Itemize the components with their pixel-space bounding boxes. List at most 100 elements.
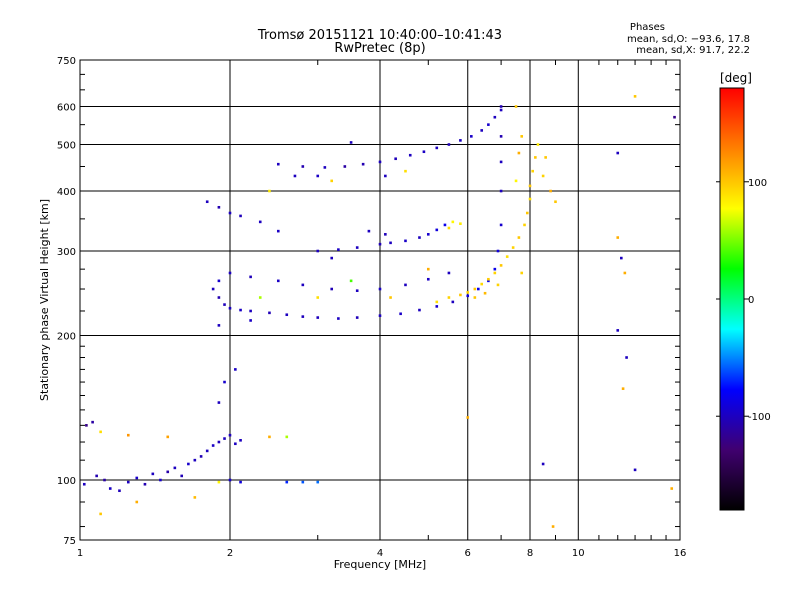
data-point	[520, 135, 524, 138]
y-tick-label: 300	[57, 247, 76, 258]
data-point	[616, 329, 620, 332]
y-axis-label: Stationary phase Virtual Height [km]	[38, 199, 51, 401]
data-point	[404, 283, 407, 287]
y-tick-label: 100	[57, 476, 76, 487]
data-point	[487, 123, 490, 126]
colorbar-label: [deg]	[720, 71, 752, 85]
data-point	[544, 156, 547, 159]
data-point	[483, 291, 487, 295]
data-point	[404, 169, 407, 173]
data-point	[151, 472, 155, 476]
data-point	[505, 255, 509, 258]
data-point	[426, 277, 430, 281]
data-point	[551, 525, 555, 528]
data-point	[451, 220, 455, 224]
data-point	[470, 135, 473, 138]
data-point	[541, 174, 545, 178]
data-point	[541, 462, 545, 466]
x-tick-label: 6	[465, 548, 471, 559]
data-point	[285, 313, 289, 317]
y-tick-label: 600	[57, 103, 76, 114]
colorbar-tick-label: -100	[748, 412, 771, 423]
data-point	[316, 174, 320, 178]
data-point	[330, 287, 334, 291]
data-point	[349, 141, 353, 144]
data-point	[199, 455, 203, 458]
x-tick-label: 16	[674, 548, 687, 559]
data-point	[480, 129, 484, 132]
data-point	[361, 162, 365, 166]
data-point	[159, 478, 162, 482]
data-point	[625, 356, 628, 359]
data-point	[301, 480, 305, 484]
data-point	[355, 246, 359, 249]
data-point	[108, 487, 112, 490]
data-point	[103, 478, 106, 482]
y-tick-label: 750	[57, 56, 76, 67]
data-point	[435, 300, 439, 304]
phase-stats-o: mean, sd,O: −93.6, 17.8	[627, 34, 750, 45]
data-point	[205, 449, 209, 453]
data-point	[499, 160, 503, 164]
data-point	[487, 277, 490, 281]
data-point	[187, 462, 190, 466]
data-point	[623, 271, 627, 275]
data-point	[517, 151, 521, 155]
data-point	[239, 438, 242, 442]
data-point	[616, 236, 620, 239]
data-point	[173, 466, 177, 470]
data-point	[620, 256, 623, 260]
data-point	[293, 174, 297, 178]
data-point	[276, 279, 280, 283]
x-tick-label: 4	[377, 548, 383, 559]
data-point	[118, 489, 121, 493]
data-point	[316, 296, 320, 299]
data-point	[447, 143, 451, 146]
colorbar-tick-label: 100	[748, 178, 767, 189]
data-point	[217, 401, 221, 404]
data-point	[228, 271, 232, 275]
data-point	[493, 271, 497, 275]
data-point	[499, 223, 503, 227]
data-point	[493, 267, 497, 271]
data-point	[268, 311, 271, 315]
colorbar-tick-label: 0	[748, 295, 754, 306]
data-point	[355, 289, 359, 292]
data-point	[389, 241, 392, 245]
data-point	[91, 420, 94, 424]
data-point	[249, 309, 252, 313]
data-point	[633, 95, 637, 98]
data-point	[384, 233, 387, 236]
data-point	[316, 249, 320, 253]
data-point	[367, 229, 371, 233]
data-point	[268, 435, 271, 439]
data-point	[143, 482, 147, 486]
data-point	[514, 179, 518, 183]
x-tick-label: 10	[572, 548, 585, 559]
data-point	[126, 480, 130, 484]
data-point	[258, 220, 262, 224]
data-point	[466, 416, 470, 419]
data-point	[234, 368, 237, 371]
data-point	[466, 291, 470, 294]
data-point	[249, 275, 252, 279]
data-point	[239, 480, 242, 484]
data-point	[285, 480, 289, 484]
data-point	[223, 380, 226, 384]
data-point	[135, 500, 139, 504]
data-point	[447, 271, 451, 275]
data-point	[343, 165, 347, 168]
data-point	[316, 316, 320, 319]
data-point	[435, 305, 439, 308]
data-point	[426, 267, 430, 271]
data-point	[496, 249, 500, 253]
data-point	[528, 197, 532, 201]
data-point	[223, 303, 226, 306]
data-point	[205, 200, 209, 204]
data-point	[514, 105, 518, 108]
data-point	[276, 229, 280, 233]
data-point	[528, 184, 532, 188]
data-point	[99, 512, 102, 516]
